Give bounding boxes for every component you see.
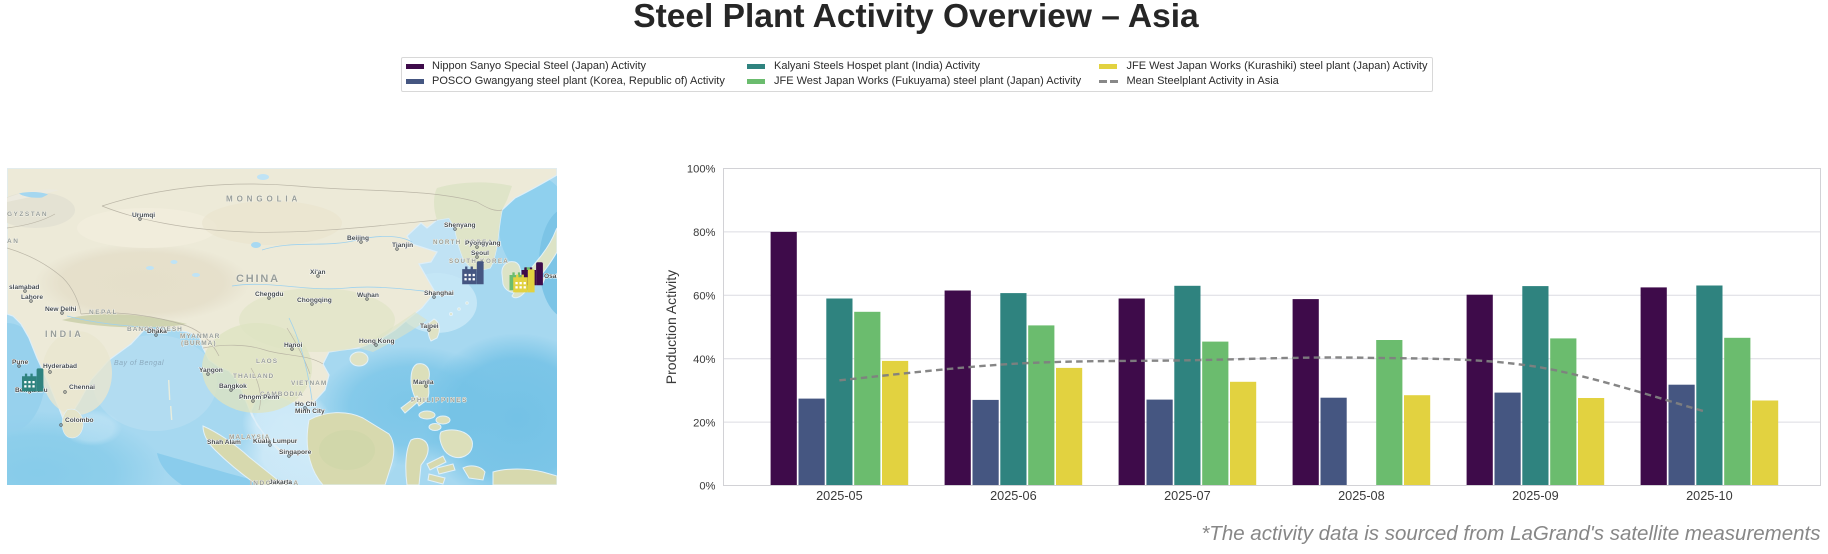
svg-text:Shah Alam: Shah Alam — [207, 439, 241, 446]
svg-text:Yangon: Yangon — [199, 367, 223, 374]
svg-text:INDONESIA: INDONESIA — [250, 480, 300, 485]
svg-text:2025-08: 2025-08 — [1338, 489, 1385, 503]
svg-text:MYANMAR: MYANMAR — [180, 333, 220, 340]
svg-text:Hyderabad: Hyderabad — [43, 363, 77, 370]
svg-text:AN: AN — [7, 238, 19, 245]
svg-text:Ho Chi: Ho Chi — [295, 401, 316, 408]
svg-text:Minh City: Minh City — [295, 408, 325, 415]
svg-text:Seoul: Seoul — [471, 250, 489, 257]
svg-text:Shenyang: Shenyang — [444, 222, 476, 229]
svg-text:Chongqing: Chongqing — [297, 297, 332, 304]
svg-text:Pyongyang: Pyongyang — [465, 240, 501, 247]
svg-text:PHILIPPINES: PHILIPPINES — [411, 397, 468, 404]
svg-text:Dhaka: Dhaka — [147, 328, 167, 335]
svg-text:Bay of Bengal: Bay of Bengal — [114, 360, 164, 367]
svg-text:100%: 100% — [687, 164, 716, 176]
svg-text:Production Activity: Production Activity — [663, 270, 679, 384]
svg-text:CHINA: CHINA — [236, 273, 280, 285]
svg-text:Hanoi: Hanoi — [284, 342, 302, 349]
svg-text:80%: 80% — [693, 227, 715, 239]
svg-text:Tianjin: Tianjin — [392, 242, 413, 249]
svg-text:Xi'an: Xi'an — [310, 269, 326, 276]
svg-text:2025-10: 2025-10 — [1686, 489, 1733, 503]
svg-text:INDIA: INDIA — [45, 329, 84, 339]
svg-text:Urumqi: Urumqi — [132, 212, 155, 219]
svg-text:Osaka: Osaka — [544, 273, 557, 280]
svg-text:NEPAL: NEPAL — [89, 309, 118, 316]
svg-text:GYZSTAN: GYZSTAN — [7, 211, 48, 218]
svg-text:Phnom Penh: Phnom Penh — [239, 394, 279, 401]
svg-text:VIETNAM: VIETNAM — [291, 380, 327, 387]
svg-text:40%: 40% — [693, 354, 715, 366]
svg-text:Shanghai: Shanghai — [424, 290, 454, 297]
svg-text:THAILAND: THAILAND — [233, 373, 274, 380]
svg-text:Singapore: Singapore — [279, 449, 312, 456]
svg-text:Chennai: Chennai — [69, 384, 95, 391]
svg-text:2025-09: 2025-09 — [1512, 489, 1559, 503]
svg-text:BANGLADESH: BANGLADESH — [127, 326, 183, 333]
svg-text:CAMBODIA: CAMBODIA — [260, 391, 304, 398]
svg-text:2025-05: 2025-05 — [816, 489, 863, 503]
svg-text:Pune: Pune — [12, 359, 28, 366]
svg-text:60%: 60% — [693, 291, 715, 303]
svg-text:slamabad: slamabad — [9, 284, 39, 291]
svg-text:Taipei: Taipei — [420, 323, 439, 330]
svg-text:2025-06: 2025-06 — [990, 489, 1037, 503]
svg-text:Colombo: Colombo — [65, 417, 94, 424]
svg-text:Wuhan: Wuhan — [357, 292, 379, 299]
svg-text:LAOS: LAOS — [256, 358, 278, 365]
svg-text:Manila: Manila — [413, 379, 434, 386]
svg-text:NORTH KOREA: NORTH KOREA — [433, 239, 493, 246]
svg-text:Lahore: Lahore — [21, 294, 43, 301]
svg-text:New Delhi: New Delhi — [45, 306, 77, 313]
svg-text:Bangkok: Bangkok — [219, 383, 247, 390]
svg-text:20%: 20% — [693, 417, 715, 429]
svg-text:MONGOLIA: MONGOLIA — [226, 195, 301, 204]
svg-text:0%: 0% — [699, 481, 715, 493]
svg-text:Hong Kong: Hong Kong — [359, 338, 395, 345]
svg-text:Kuala Lumpur: Kuala Lumpur — [253, 438, 298, 445]
svg-text:(BURMA): (BURMA) — [181, 340, 217, 347]
svg-text:2025-07: 2025-07 — [1164, 489, 1211, 503]
svg-text:Jakarta: Jakarta — [269, 479, 292, 485]
svg-text:Beijing: Beijing — [347, 235, 369, 242]
svg-text:Chengdu: Chengdu — [255, 291, 284, 298]
svg-text:MALAYSIA: MALAYSIA — [229, 434, 270, 441]
